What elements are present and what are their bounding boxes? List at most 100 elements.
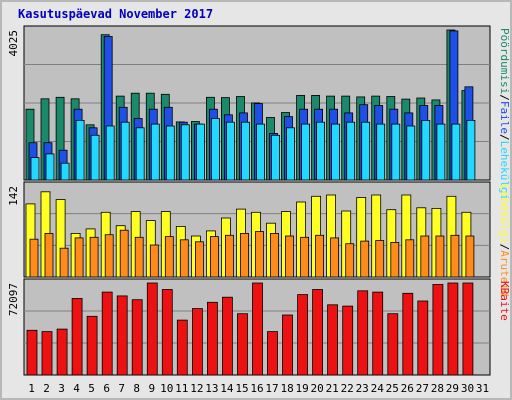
bar-kbytes	[282, 314, 293, 376]
legend-entry: KBaite	[498, 281, 511, 321]
bar-pages	[301, 123, 311, 181]
x-tick-label: 1	[28, 382, 35, 395]
bar-pages	[150, 123, 160, 181]
x-tick-label: 17	[265, 382, 278, 395]
bar-pages	[331, 123, 341, 181]
bar-kbytes	[101, 291, 113, 376]
bar-sites	[270, 232, 279, 278]
bar-pages	[256, 123, 265, 181]
x-tick-label: 14	[220, 382, 234, 395]
x-tick-label: 10	[160, 382, 173, 395]
bar-sites	[240, 232, 249, 278]
bar-pages	[225, 121, 235, 181]
series-legend-kbytes: KBaite	[498, 281, 511, 321]
x-tick-label: 15	[235, 382, 248, 395]
bar-kbytes	[267, 331, 278, 376]
bar-sites	[300, 236, 310, 278]
bar-kbytes	[116, 295, 128, 376]
x-tick-label: 20	[310, 382, 323, 395]
bar-pages	[45, 153, 55, 181]
series-legend-hits-files-pages: Pöördumisi/Faile/Lehekülgi	[498, 28, 511, 200]
bar-pages	[436, 123, 446, 181]
bar-sites	[330, 237, 340, 278]
bar-kbytes	[417, 300, 429, 376]
bar-kbytes	[327, 304, 339, 376]
x-tick-label: 23	[356, 382, 369, 395]
series-legend-visits-sites: Lehekülgi/Aruteid	[498, 184, 511, 297]
x-tick-label: 13	[205, 382, 218, 395]
x-tick-label: 9	[148, 382, 155, 395]
bar-sites	[360, 240, 370, 278]
bar-kbytes	[372, 291, 384, 376]
x-tick-label: 12	[190, 382, 203, 395]
bar-pages	[421, 120, 431, 181]
x-tick-label: 25	[386, 382, 399, 395]
bar-pages	[271, 134, 280, 181]
x-tick-label: 22	[341, 382, 354, 395]
bar-sites	[390, 241, 400, 278]
bar-kbytes	[206, 301, 218, 376]
bar-kbytes	[221, 296, 233, 376]
bar-pages	[466, 120, 476, 181]
y-max-label: 142	[7, 186, 20, 206]
x-tick-label: 29	[446, 382, 459, 395]
bar-sites	[59, 247, 69, 278]
bar-sites	[209, 236, 219, 278]
bar-pages	[361, 121, 371, 181]
bar-kbytes	[357, 290, 369, 376]
x-tick-label: 27	[416, 382, 429, 395]
bar-kbytes	[447, 282, 459, 376]
x-tick-label: 19	[295, 382, 308, 395]
y-max-label: 72097	[7, 283, 20, 316]
bar-sites	[285, 235, 294, 278]
x-tick-label: 7	[118, 382, 125, 395]
bar-sites	[465, 235, 475, 278]
bar-kbytes	[297, 294, 309, 376]
bar-sites	[224, 234, 234, 278]
bar-sites	[315, 234, 325, 278]
bar-pages	[391, 123, 401, 181]
bar-sites	[375, 240, 385, 278]
bar-sites	[420, 235, 430, 278]
bar-kbytes	[146, 282, 158, 376]
bar-sites	[89, 236, 99, 278]
bar-pages	[180, 124, 190, 181]
bar-pages	[165, 125, 175, 181]
bar-sites	[345, 243, 355, 278]
bar-sites	[44, 232, 54, 278]
y-max-label: 4025	[7, 30, 20, 57]
bar-sites	[164, 236, 174, 278]
chart-title: Kasutuspäevad November 2017	[18, 7, 214, 21]
bar-kbytes	[161, 289, 173, 376]
bar-sites	[179, 239, 189, 278]
bar-pages	[120, 121, 130, 181]
bar-kbytes	[312, 289, 324, 376]
legend-entry: Aruteid	[498, 250, 511, 296]
legend-separator: /	[498, 134, 511, 141]
bar-kbytes	[131, 299, 143, 376]
bar-kbytes	[26, 329, 38, 376]
x-tick-label: 24	[371, 382, 385, 395]
legend-entry: Lehekülgi	[498, 141, 511, 201]
x-tick-label: 3	[58, 382, 65, 395]
bar-pages	[451, 123, 461, 181]
bar-kbytes	[176, 319, 188, 376]
bar-kbytes	[86, 315, 98, 376]
bar-kbytes	[402, 292, 414, 376]
bar-sites	[255, 231, 264, 278]
x-tick-label: 28	[431, 382, 444, 395]
bar-pages	[135, 127, 145, 181]
bar-kbytes	[387, 313, 399, 376]
bar-sites	[29, 238, 39, 278]
x-tick-label: 16	[250, 382, 263, 395]
bar-sites	[450, 234, 460, 278]
legend-entry: Pöördumisi	[498, 28, 511, 94]
bar-sites	[74, 237, 84, 278]
bar-pages	[376, 123, 386, 181]
x-tick-label: 5	[88, 382, 95, 395]
x-tick-label: 21	[326, 382, 339, 395]
bar-kbytes	[432, 283, 444, 376]
x-tick-label: 6	[103, 382, 110, 395]
bar-sites	[405, 239, 415, 278]
